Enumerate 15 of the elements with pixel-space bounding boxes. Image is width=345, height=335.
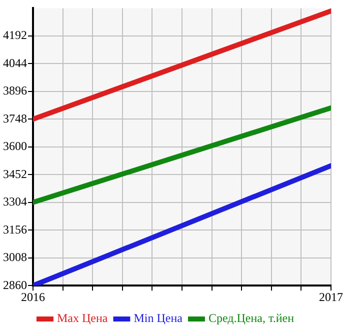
y-tick-label: 3304	[3, 194, 27, 209]
legend-label: Сред.Цена, т.йен	[208, 311, 295, 326]
y-tick-label: 3896	[3, 84, 27, 98]
y-tick-label: 2860	[3, 278, 27, 292]
y-tick-label: 3008	[3, 250, 27, 264]
y-tick-label: 4044	[3, 56, 27, 70]
x-tick-label: 2017	[319, 290, 343, 304]
x-tick-label: 2016	[21, 290, 45, 304]
legend-label: Min Цена	[134, 311, 184, 326]
y-tick-label: 3748	[3, 111, 27, 126]
y-tick-label: 3452	[3, 166, 27, 181]
legend-label: Max Цена	[56, 311, 108, 326]
y-tick-label: 4192	[3, 28, 27, 42]
y-tick-label: 3156	[3, 222, 27, 236]
y-tick-label: 3600	[3, 139, 27, 154]
